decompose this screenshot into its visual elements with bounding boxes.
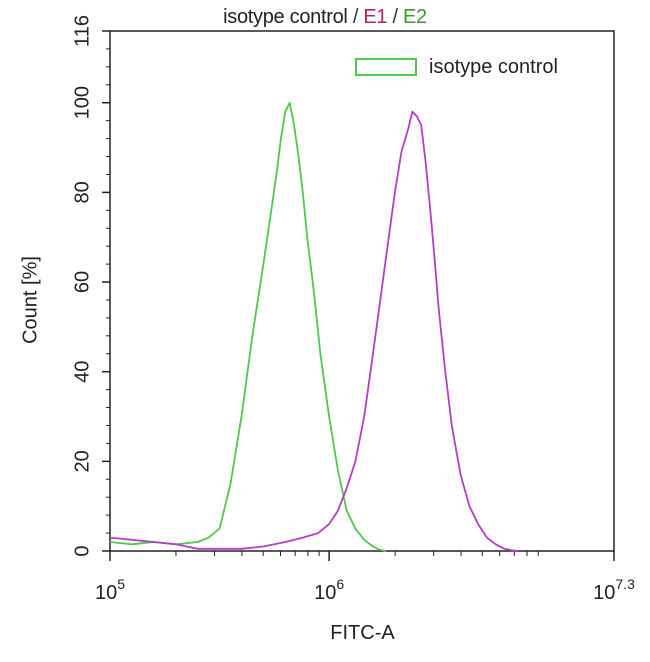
legend-swatch	[355, 58, 417, 76]
x-axis-label: FITC-A	[330, 622, 395, 644]
title-separator: /	[347, 6, 364, 28]
y-tick-label: 100	[71, 86, 93, 119]
title-separator: /	[387, 6, 404, 28]
y-tick-label: 116	[71, 15, 93, 47]
y-tick-label: 0	[71, 545, 93, 556]
series-line-1	[109, 101, 387, 552]
x-tick-label: 106	[314, 576, 344, 604]
y-tick-label: 40	[71, 361, 93, 383]
title-part-isotype: isotype control	[223, 6, 348, 28]
title-part-e2: E2	[403, 6, 427, 28]
plot-frame	[109, 30, 615, 552]
legend-label: isotype control	[429, 55, 558, 78]
x-tick-label: 105	[95, 576, 125, 604]
y-tick-label: 80	[71, 181, 93, 203]
x-tick-label: 107.3	[593, 576, 635, 604]
series-line-2	[109, 110, 518, 552]
title-part-e1: E1	[363, 6, 388, 28]
chart-title: isotype control / E1 / E2	[0, 6, 650, 29]
legend: isotype control	[355, 54, 558, 80]
y-tick-label: 20	[71, 450, 93, 472]
y-tick-label: 60	[71, 271, 93, 293]
y-axis-label: Count [%]	[19, 256, 42, 344]
